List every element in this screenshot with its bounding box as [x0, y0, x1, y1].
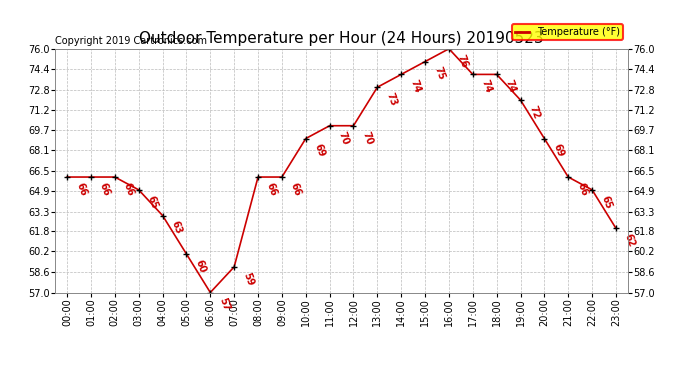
Text: 60: 60: [193, 258, 208, 274]
Text: 65: 65: [146, 194, 159, 210]
Text: 70: 70: [360, 130, 375, 146]
Text: 63: 63: [170, 220, 184, 236]
Text: 73: 73: [384, 92, 398, 108]
Text: 74: 74: [480, 79, 494, 94]
Text: 66: 66: [289, 181, 303, 197]
Text: 72: 72: [527, 104, 542, 120]
Text: 62: 62: [623, 232, 637, 249]
Text: 75: 75: [432, 66, 446, 82]
Text: 74: 74: [504, 79, 518, 94]
Text: 69: 69: [551, 143, 565, 159]
Text: 66: 66: [265, 181, 279, 197]
Title: Outdoor Temperature per Hour (24 Hours) 20190523: Outdoor Temperature per Hour (24 Hours) …: [139, 31, 544, 46]
Text: 66: 66: [122, 181, 136, 197]
Text: Copyright 2019 Cartronics.com: Copyright 2019 Cartronics.com: [55, 36, 207, 46]
Text: 59: 59: [241, 271, 255, 287]
Legend: Temperature (°F): Temperature (°F): [512, 24, 623, 40]
Text: 74: 74: [408, 79, 422, 94]
Text: 66: 66: [98, 181, 112, 197]
Text: 76: 76: [456, 53, 470, 69]
Text: 57: 57: [217, 297, 231, 313]
Text: 69: 69: [313, 143, 326, 159]
Text: 65: 65: [599, 194, 613, 210]
Text: 70: 70: [337, 130, 351, 146]
Text: 66: 66: [74, 181, 88, 197]
Text: 66: 66: [575, 181, 589, 197]
